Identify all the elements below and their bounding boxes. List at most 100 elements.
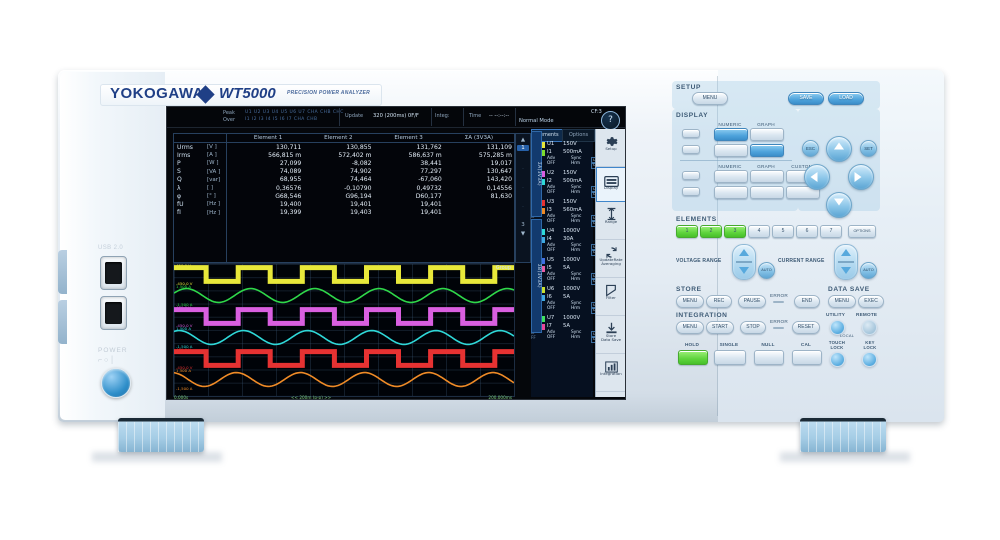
store-menu-button[interactable]: MENU	[676, 295, 704, 308]
display-graph-4-button[interactable]	[750, 186, 784, 199]
display-numeric-3-button[interactable]	[714, 170, 748, 183]
page-last[interactable]: 3	[521, 222, 525, 228]
usb-port-2[interactable]	[100, 296, 127, 330]
display-graph-1-button[interactable]	[750, 128, 784, 141]
nav-down-button[interactable]	[826, 192, 852, 218]
key-lock-button[interactable]	[862, 352, 877, 367]
integration-reset-button[interactable]: RESET	[792, 321, 820, 334]
usb-port-1[interactable]	[100, 256, 127, 290]
setup-load-button[interactable]: LOAD	[828, 92, 864, 105]
page-up-arrow[interactable]: ▲	[520, 137, 526, 143]
page-selector[interactable]: ▲ 1 . . . 3 ▼	[515, 133, 531, 263]
element-current-row[interactable]: I7 5A	[541, 323, 593, 331]
element-group-4[interactable]: U41000VI430ALFFFAdvOFFSyncHrmU4U4	[531, 228, 600, 256]
nav-left-button[interactable]	[804, 164, 830, 190]
element-button-7[interactable]: 7	[820, 225, 842, 238]
element-voltage-row[interactable]: U2 150V	[541, 170, 593, 178]
elements-options-button[interactable]: OPTIONS	[848, 225, 876, 238]
element-button-3[interactable]: 3	[724, 225, 746, 238]
power-button[interactable]	[101, 368, 131, 398]
display-col-graph-label-2: GRAPH	[757, 164, 775, 169]
element-button-1[interactable]: 1	[676, 225, 698, 238]
display-graph-2-button[interactable]	[750, 144, 784, 157]
store-end-button[interactable]: END	[794, 295, 820, 308]
control-panel[interactable]: SETUP MENU SAVE LOAD DISPLAY NUMERIC GRA…	[672, 81, 884, 371]
null-button[interactable]	[754, 350, 784, 365]
display-numeric-4-button[interactable]	[714, 186, 748, 199]
element-voltage-row[interactable]: U4 1000V	[541, 228, 593, 236]
navigation-pad[interactable]: ESC SET	[802, 136, 877, 220]
data-save-exec-button[interactable]: EXEC	[858, 295, 884, 308]
element-button-2[interactable]: 2	[700, 225, 722, 238]
rail-button-store[interactable]: Store Data Save	[596, 320, 625, 354]
element-group-6[interactable]: U61000VI65ALFFFAdvOFFSyncHrmU6U6	[531, 286, 600, 314]
element-current-row[interactable]: I4 30A	[541, 236, 593, 244]
current-range-stepper[interactable]	[834, 244, 858, 280]
page-current[interactable]: 1	[517, 145, 529, 151]
display-select-3[interactable]	[682, 171, 700, 180]
rail-button-misc[interactable]: Misc	[596, 396, 625, 399]
data-save-menu-button[interactable]: MENU	[828, 295, 856, 308]
remote-button[interactable]	[862, 320, 877, 335]
waveform-timebase: 0,000s << 200m (p-p) >> 200,000ms	[173, 395, 513, 399]
elements-panel[interactable]: Elements Options U1150VI1500mALFFFAdvOFF…	[531, 129, 600, 397]
element-current-row[interactable]: I1 500mA	[541, 149, 593, 157]
element-voltage-row[interactable]: U3 150V	[541, 199, 593, 207]
element-group-7[interactable]: U71000VI75ALFFFAdvOFFSyncHrmU7U7	[531, 315, 600, 343]
page-down-arrow[interactable]: ▼	[520, 231, 526, 237]
store-pause-button[interactable]: PAUSE	[738, 295, 766, 308]
rail-button-filter[interactable]: Filter	[596, 282, 625, 316]
numeric-table[interactable]: Element 1 Element 2 Element 3 ΣA (3V3A) Urms…	[173, 133, 515, 263]
element-button-6[interactable]: 6	[796, 225, 818, 238]
element-group-5[interactable]: U51000VI55ALFFFAdvOFFSyncHrmU5U5	[531, 257, 600, 285]
integration-menu-button[interactable]: MENU	[676, 321, 704, 334]
element-group-2[interactable]: U2150VI2500mALFFFAdvOFFSyncHrmU2U2	[531, 170, 600, 198]
store-rec-button[interactable]: REC	[706, 295, 732, 308]
esc-button[interactable]: ESC	[802, 140, 819, 157]
element-voltage-row[interactable]: U6 1000V	[541, 286, 593, 294]
display-select-2[interactable]	[682, 145, 700, 154]
setup-save-button[interactable]: SAVE	[788, 92, 824, 105]
voltage-auto-button[interactable]: AUTO	[758, 262, 775, 279]
display-graph-3-button[interactable]	[750, 170, 784, 183]
waveform-display[interactable]: 450,0 V -450,0 V 1,500 A -1,500 A 450,0 V -45…	[173, 263, 515, 397]
utility-button[interactable]	[830, 320, 845, 335]
display-numeric-2-button[interactable]	[714, 144, 748, 157]
rail-button-integration[interactable]: Integration	[596, 358, 625, 392]
element-current-row[interactable]: I5 5A	[541, 265, 593, 273]
voltage-range-stepper[interactable]	[732, 244, 756, 280]
rail-button-averaging[interactable]: UpdateRate Averaging	[596, 244, 625, 278]
hold-button[interactable]	[678, 350, 708, 365]
display-select-4[interactable]	[682, 187, 700, 196]
element-group-3[interactable]: U3150VI3560mALFFFAdvOFFSyncHrmU3U3	[531, 199, 600, 227]
display-select-1[interactable]	[682, 129, 700, 138]
tab-options[interactable]: Options	[562, 129, 595, 142]
integration-stop-button[interactable]: STOP	[740, 321, 766, 334]
integration-start-button[interactable]: START	[706, 321, 734, 334]
current-auto-button[interactable]: AUTO	[860, 262, 877, 279]
element-button-4[interactable]: 4	[748, 225, 770, 238]
rail-button-range[interactable]: Range	[596, 206, 625, 240]
set-button[interactable]: SET	[860, 140, 877, 157]
nav-right-button[interactable]	[848, 164, 874, 190]
element-current-row[interactable]: I2 500mA	[541, 178, 593, 186]
lcd-screen[interactable]: Peak Over U1 U2 U3 U4 U5 U6 U7 CHA CHB C…	[167, 107, 625, 399]
element-current-row[interactable]: I3 560mA	[541, 207, 593, 215]
display-custom-2-button[interactable]	[786, 186, 820, 199]
element-button-5[interactable]: 5	[772, 225, 794, 238]
element-voltage-row[interactable]: U1 150V	[541, 141, 593, 149]
element-voltage-row[interactable]: U7 1000V	[541, 315, 593, 323]
element-current-row[interactable]: I6 5A	[541, 294, 593, 302]
touch-lock-button[interactable]	[830, 352, 845, 367]
element-voltage-row[interactable]: U5 1000V	[541, 257, 593, 265]
single-button[interactable]	[714, 350, 746, 365]
function-rail[interactable]: Setup Display Range UpdateRate Averaging Filt…	[595, 129, 625, 397]
element-group-1[interactable]: U1150VI1500mALFFFAdvOFFSyncHrmU1U1	[531, 141, 600, 169]
rail-button-setup[interactable]: Setup	[596, 133, 625, 167]
cal-button[interactable]	[792, 350, 822, 365]
display-numeric-1-button[interactable]	[714, 128, 748, 141]
setup-menu-button[interactable]: MENU	[692, 92, 728, 105]
rail-button-display[interactable]: Display	[596, 167, 625, 202]
nav-up-button[interactable]	[826, 136, 852, 162]
help-icon[interactable]: ?	[601, 111, 620, 130]
